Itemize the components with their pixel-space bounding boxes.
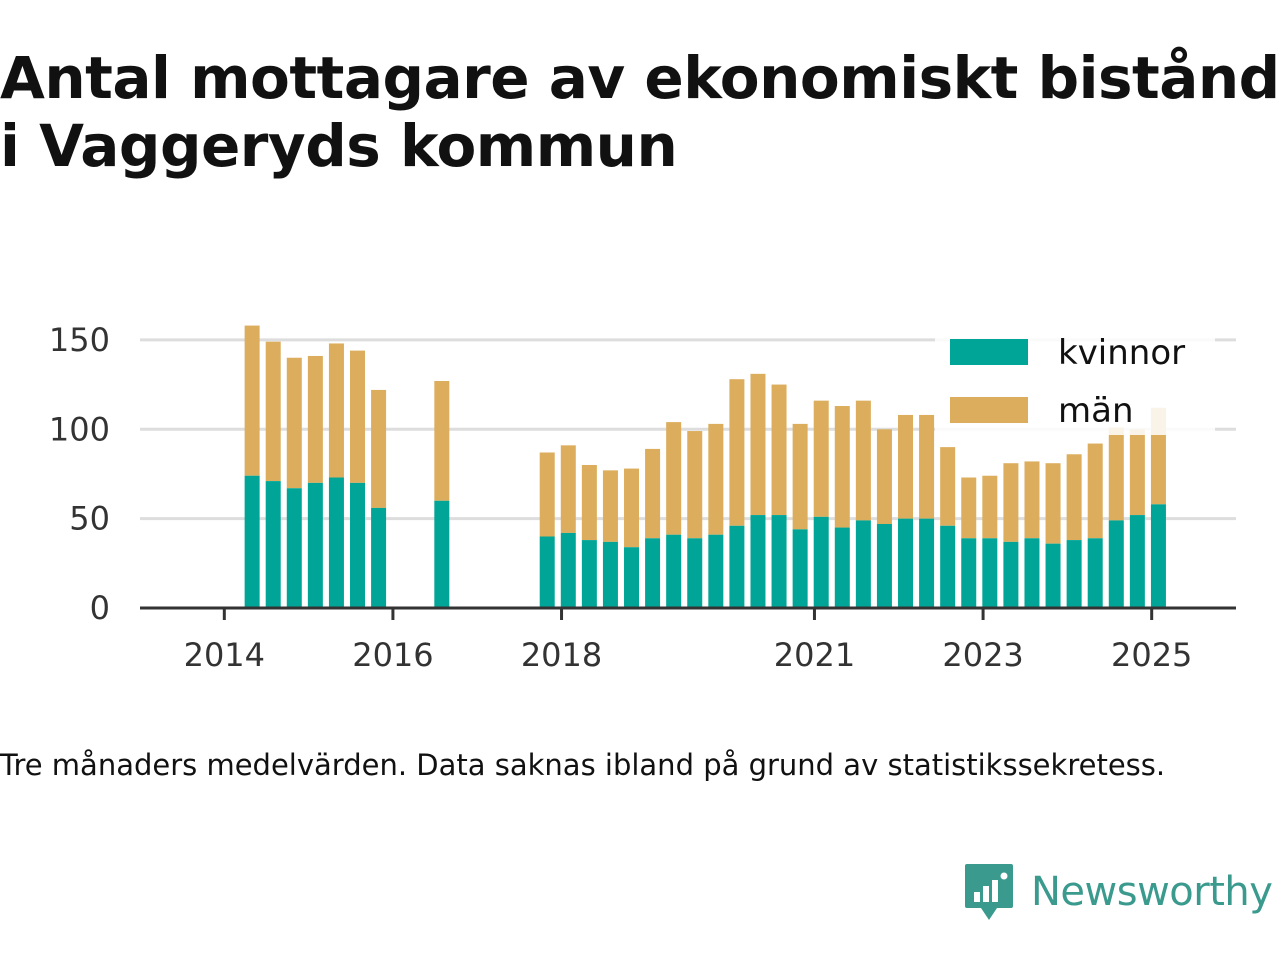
bar-kvinnor-3 — [307, 482, 323, 608]
bar-man-11 — [602, 470, 618, 542]
bar-man-26 — [919, 414, 935, 519]
bar-man-31 — [1024, 461, 1040, 539]
x-tick-labels: 2014 2016 2018 2021 2023 2025 — [184, 608, 1192, 674]
bar-man-2 — [286, 357, 302, 489]
bar-kvinnor-16 — [708, 534, 724, 608]
bar-man-20 — [792, 423, 808, 530]
bar-kvinnor-13 — [645, 538, 661, 608]
bars — [244, 325, 1166, 608]
bar-kvinnor-27 — [940, 525, 956, 608]
bar-kvinnor-4 — [328, 477, 344, 608]
bar-man-29 — [982, 475, 998, 539]
bar-man-6 — [371, 389, 387, 508]
bar-man-4 — [328, 343, 344, 478]
bar-kvinnor-19 — [771, 515, 787, 608]
bar-kvinnor-6 — [371, 507, 387, 608]
legend-swatch-man — [950, 397, 1028, 423]
bar-man-16 — [708, 423, 724, 535]
bar-kvinnor-9 — [560, 532, 576, 608]
bar-kvinnor-28 — [961, 538, 977, 608]
x-tick-label-2016: 2016 — [352, 636, 433, 674]
x-tick-label-2018: 2018 — [521, 636, 602, 674]
stacked-bar-chart: 0 50 100 150 2014 2016 2018 2021 2023 2025 kvinn… — [49, 321, 1236, 674]
y-tick-label-150: 150 — [49, 321, 110, 359]
bar-man-23 — [855, 400, 871, 521]
bar-kvinnor-24 — [876, 523, 892, 608]
legend-swatch-kvinnor — [950, 339, 1028, 365]
legend-label-kvinnor: kvinnor — [1058, 333, 1185, 373]
bar-kvinnor-25 — [898, 518, 914, 608]
bar-man-21 — [813, 400, 829, 517]
bar-kvinnor-1 — [265, 481, 281, 608]
bar-kvinnor-20 — [792, 529, 808, 608]
bar-man-14 — [666, 422, 682, 535]
bar-kvinnor-33 — [1066, 540, 1082, 608]
x-tick-label-2014: 2014 — [184, 636, 265, 674]
y-tick-label-100: 100 — [49, 410, 110, 448]
bar-kvinnor-30 — [1003, 541, 1019, 608]
y-tick-label-0: 0 — [90, 589, 110, 627]
bar-man-30 — [1003, 463, 1019, 542]
footnote: Tre månaders medelvärden. Data saknas ib… — [0, 748, 1166, 782]
bar-man-0 — [244, 325, 260, 476]
bar-man-24 — [876, 429, 892, 524]
bar-man-9 — [560, 445, 576, 533]
bar-man-12 — [624, 468, 640, 548]
bar-man-32 — [1045, 463, 1061, 544]
bar-man-27 — [940, 447, 956, 526]
bar-kvinnor-26 — [919, 518, 935, 608]
y-tick-labels: 0 50 100 150 — [49, 321, 110, 627]
legend: kvinnor män — [935, 330, 1215, 435]
bar-kvinnor-18 — [750, 515, 766, 608]
bar-kvinnor-23 — [855, 520, 871, 608]
bar-kvinnor-37 — [1150, 504, 1166, 608]
bar-kvinnor-17 — [729, 525, 745, 608]
newsworthy-logo-icon — [965, 864, 1013, 920]
x-tick-label-2025: 2025 — [1111, 636, 1192, 674]
bar-kvinnor-35 — [1108, 520, 1124, 608]
bar-man-18 — [750, 373, 766, 516]
bar-kvinnor-14 — [666, 534, 682, 608]
bar-man-34 — [1087, 443, 1103, 539]
chart-title: Antal mottagare av ekonomiskt bistånd i … — [0, 44, 1280, 180]
bar-man-33 — [1066, 454, 1082, 541]
bar-kvinnor-32 — [1045, 543, 1061, 608]
bar-man-17 — [729, 379, 745, 526]
bar-kvinnor-8 — [539, 536, 555, 608]
bar-kvinnor-10 — [581, 540, 597, 608]
bar-kvinnor-36 — [1129, 515, 1145, 608]
bar-kvinnor-7 — [434, 500, 450, 608]
bar-man-3 — [307, 355, 323, 483]
bar-kvinnor-5 — [350, 482, 366, 608]
bar-kvinnor-15 — [687, 538, 703, 608]
bar-man-1 — [265, 341, 281, 482]
bar-man-36 — [1129, 429, 1145, 516]
bar-kvinnor-21 — [813, 516, 829, 608]
bar-kvinnor-0 — [244, 475, 260, 608]
bar-man-35 — [1108, 427, 1124, 521]
bar-kvinnor-11 — [602, 541, 618, 608]
bar-kvinnor-31 — [1024, 538, 1040, 608]
bar-man-15 — [687, 431, 703, 539]
bar-man-28 — [961, 477, 977, 539]
bar-man-5 — [350, 350, 366, 483]
bar-man-7 — [434, 380, 450, 501]
bar-man-19 — [771, 384, 787, 516]
bar-kvinnor-22 — [834, 527, 850, 608]
bar-man-13 — [645, 448, 661, 539]
bar-kvinnor-12 — [624, 547, 640, 608]
bar-kvinnor-34 — [1087, 538, 1103, 608]
bar-man-25 — [898, 414, 914, 519]
bar-kvinnor-29 — [982, 538, 998, 608]
brand-logo[interactable]: Newsworthy — [963, 862, 1273, 922]
bar-man-8 — [539, 452, 555, 537]
x-tick-label-2023: 2023 — [942, 636, 1023, 674]
x-tick-label-2021: 2021 — [774, 636, 855, 674]
bar-man-10 — [581, 465, 597, 541]
legend-label-man: män — [1058, 391, 1134, 431]
bar-man-22 — [834, 406, 850, 528]
y-tick-label-50: 50 — [69, 500, 110, 538]
brand-name: Newsworthy — [1031, 869, 1273, 915]
bar-kvinnor-2 — [286, 488, 302, 608]
